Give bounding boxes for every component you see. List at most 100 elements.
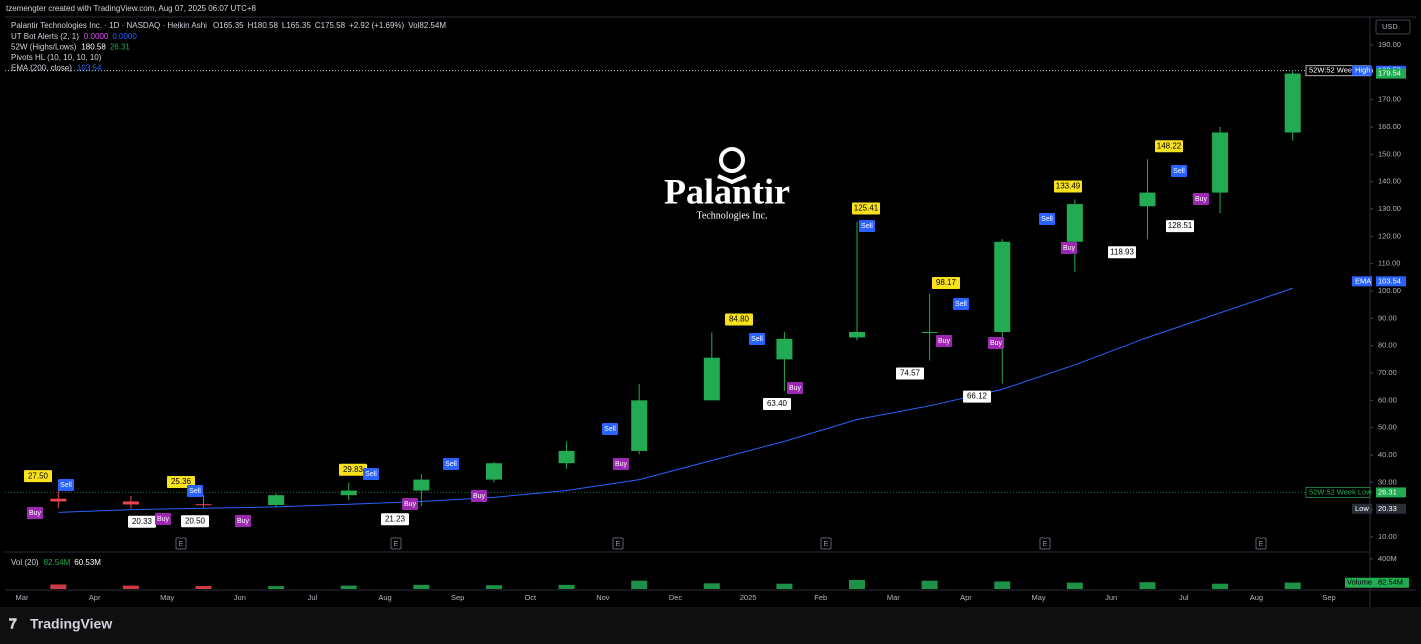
marker-name: Low: [1355, 504, 1369, 513]
ohlc-volume: Vol82.54M: [408, 21, 446, 30]
volume-bar: [921, 580, 938, 589]
level-value: 26.31: [1378, 487, 1397, 496]
chart-background: [0, 0, 1421, 607]
volume-bar: [1139, 582, 1156, 589]
signal-label: Buy: [1195, 196, 1208, 203]
volume-bar: [1212, 583, 1229, 589]
indicator-name: EMA (200, close): [11, 64, 72, 73]
candle-body: [1066, 204, 1083, 242]
pivot-box: [128, 515, 156, 528]
candle-body: [921, 332, 938, 334]
footer-brand: TradingView: [30, 616, 112, 632]
watermark-logo-base: [717, 174, 747, 185]
volume-bar: [485, 585, 502, 589]
signal-box: [1061, 242, 1077, 254]
pivot-box: [1166, 220, 1194, 233]
credit: tzemengter created with TradingView.com,…: [6, 4, 257, 13]
symbol: Palantir Technologies Inc. · 1D · NASDAQ…: [11, 21, 207, 30]
x-tick-label: May: [160, 593, 174, 602]
signal-label: Sell: [604, 426, 616, 433]
volume-bar: [1284, 582, 1301, 589]
earnings-box: [820, 537, 832, 550]
marker-value: 20.33: [1378, 504, 1397, 513]
y-tick-label: 130.00: [1378, 204, 1401, 213]
volume-legend-name: Vol (20): [11, 558, 39, 567]
volume-tick-label: 400M: [1378, 554, 1397, 563]
candle-body: [413, 479, 430, 491]
y-tick-label: 50.00: [1378, 423, 1397, 432]
candle-body: [268, 495, 285, 506]
x-tick-label: Jul: [308, 593, 318, 602]
candle-body: [631, 400, 648, 451]
x-tick-label: Jun: [1105, 593, 1117, 602]
candle-body: [994, 241, 1011, 333]
pivot-label: 125.41: [854, 204, 879, 213]
y-tick-label: 190.00: [1378, 40, 1401, 49]
signal-box: [363, 468, 379, 480]
pivot-box: [1054, 180, 1082, 193]
signal-label: Sell: [1173, 168, 1185, 175]
pivot-label: 20.33: [132, 517, 153, 526]
pivot-label: 118.93: [1110, 247, 1134, 256]
earnings-label: E: [824, 541, 829, 548]
marker-name-box: [1352, 503, 1372, 514]
signal-label: Sell: [955, 301, 967, 308]
earnings-label: E: [616, 541, 621, 548]
pivot-box: [339, 463, 367, 476]
volume-legend-value: 60.53M: [74, 558, 101, 567]
x-tick-label: Jun: [234, 593, 246, 602]
pivot-box: [1108, 246, 1136, 259]
pivot-label: 25.36: [171, 477, 192, 486]
signal-box: [936, 335, 952, 347]
indicator-value: 0.0000: [84, 32, 109, 41]
y-tick-label: 60.00: [1378, 395, 1397, 404]
marker-value-box: [1376, 503, 1406, 514]
pivot-label: 133.49: [1056, 182, 1081, 191]
pivot-label: 98.17: [936, 278, 957, 287]
candle-body: [1284, 73, 1301, 133]
candle-body: [1212, 132, 1229, 193]
y-tick-label: 170.00: [1378, 95, 1401, 104]
signal-box: [1171, 165, 1187, 177]
signal-box: [749, 333, 765, 345]
volume-bar: [994, 581, 1011, 589]
signal-label: Sell: [751, 336, 763, 343]
signal-box: [1039, 213, 1055, 225]
pivot-label: 74.57: [900, 369, 921, 378]
candle-body: [340, 490, 357, 496]
last-price: 179.54: [1378, 69, 1401, 78]
signal-label: Sell: [1041, 216, 1053, 223]
signal-label: Sell: [60, 482, 72, 489]
marker-value-box: [1376, 276, 1406, 287]
x-tick-label: Mar: [887, 593, 900, 602]
candle-body: [195, 504, 212, 506]
level-value-box: [1376, 487, 1406, 498]
volume-bar: [703, 583, 720, 589]
volume-bar: [631, 580, 648, 589]
x-tick-label: Aug: [1250, 593, 1263, 602]
y-tick-label: 30.00: [1378, 477, 1397, 486]
volume-bar: [1066, 582, 1083, 589]
signal-label: Buy: [990, 340, 1003, 347]
signal-box: [155, 513, 171, 525]
candle-body: [776, 338, 793, 360]
pivot-box: [381, 513, 409, 526]
x-tick-label: Aug: [378, 593, 391, 602]
x-tick-label: Sep: [451, 593, 464, 602]
indicator-value: 103.54: [77, 64, 102, 73]
earnings-box: [612, 537, 624, 550]
level-box: [1305, 487, 1371, 498]
pivot-label: 20.50: [185, 516, 206, 525]
x-tick-label: Apr: [89, 593, 101, 602]
x-tick-label: Oct: [524, 593, 537, 602]
earnings-label: E: [394, 541, 399, 548]
volume-bar: [50, 584, 67, 589]
y-tick-label: 140.00: [1378, 177, 1401, 186]
volume-bar: [558, 584, 575, 589]
pivot-box: [932, 277, 960, 290]
signal-label: Sell: [445, 461, 457, 468]
earnings-label: E: [179, 541, 184, 548]
indicator-value: 180.58: [81, 43, 106, 52]
signal-label: Buy: [789, 385, 802, 392]
